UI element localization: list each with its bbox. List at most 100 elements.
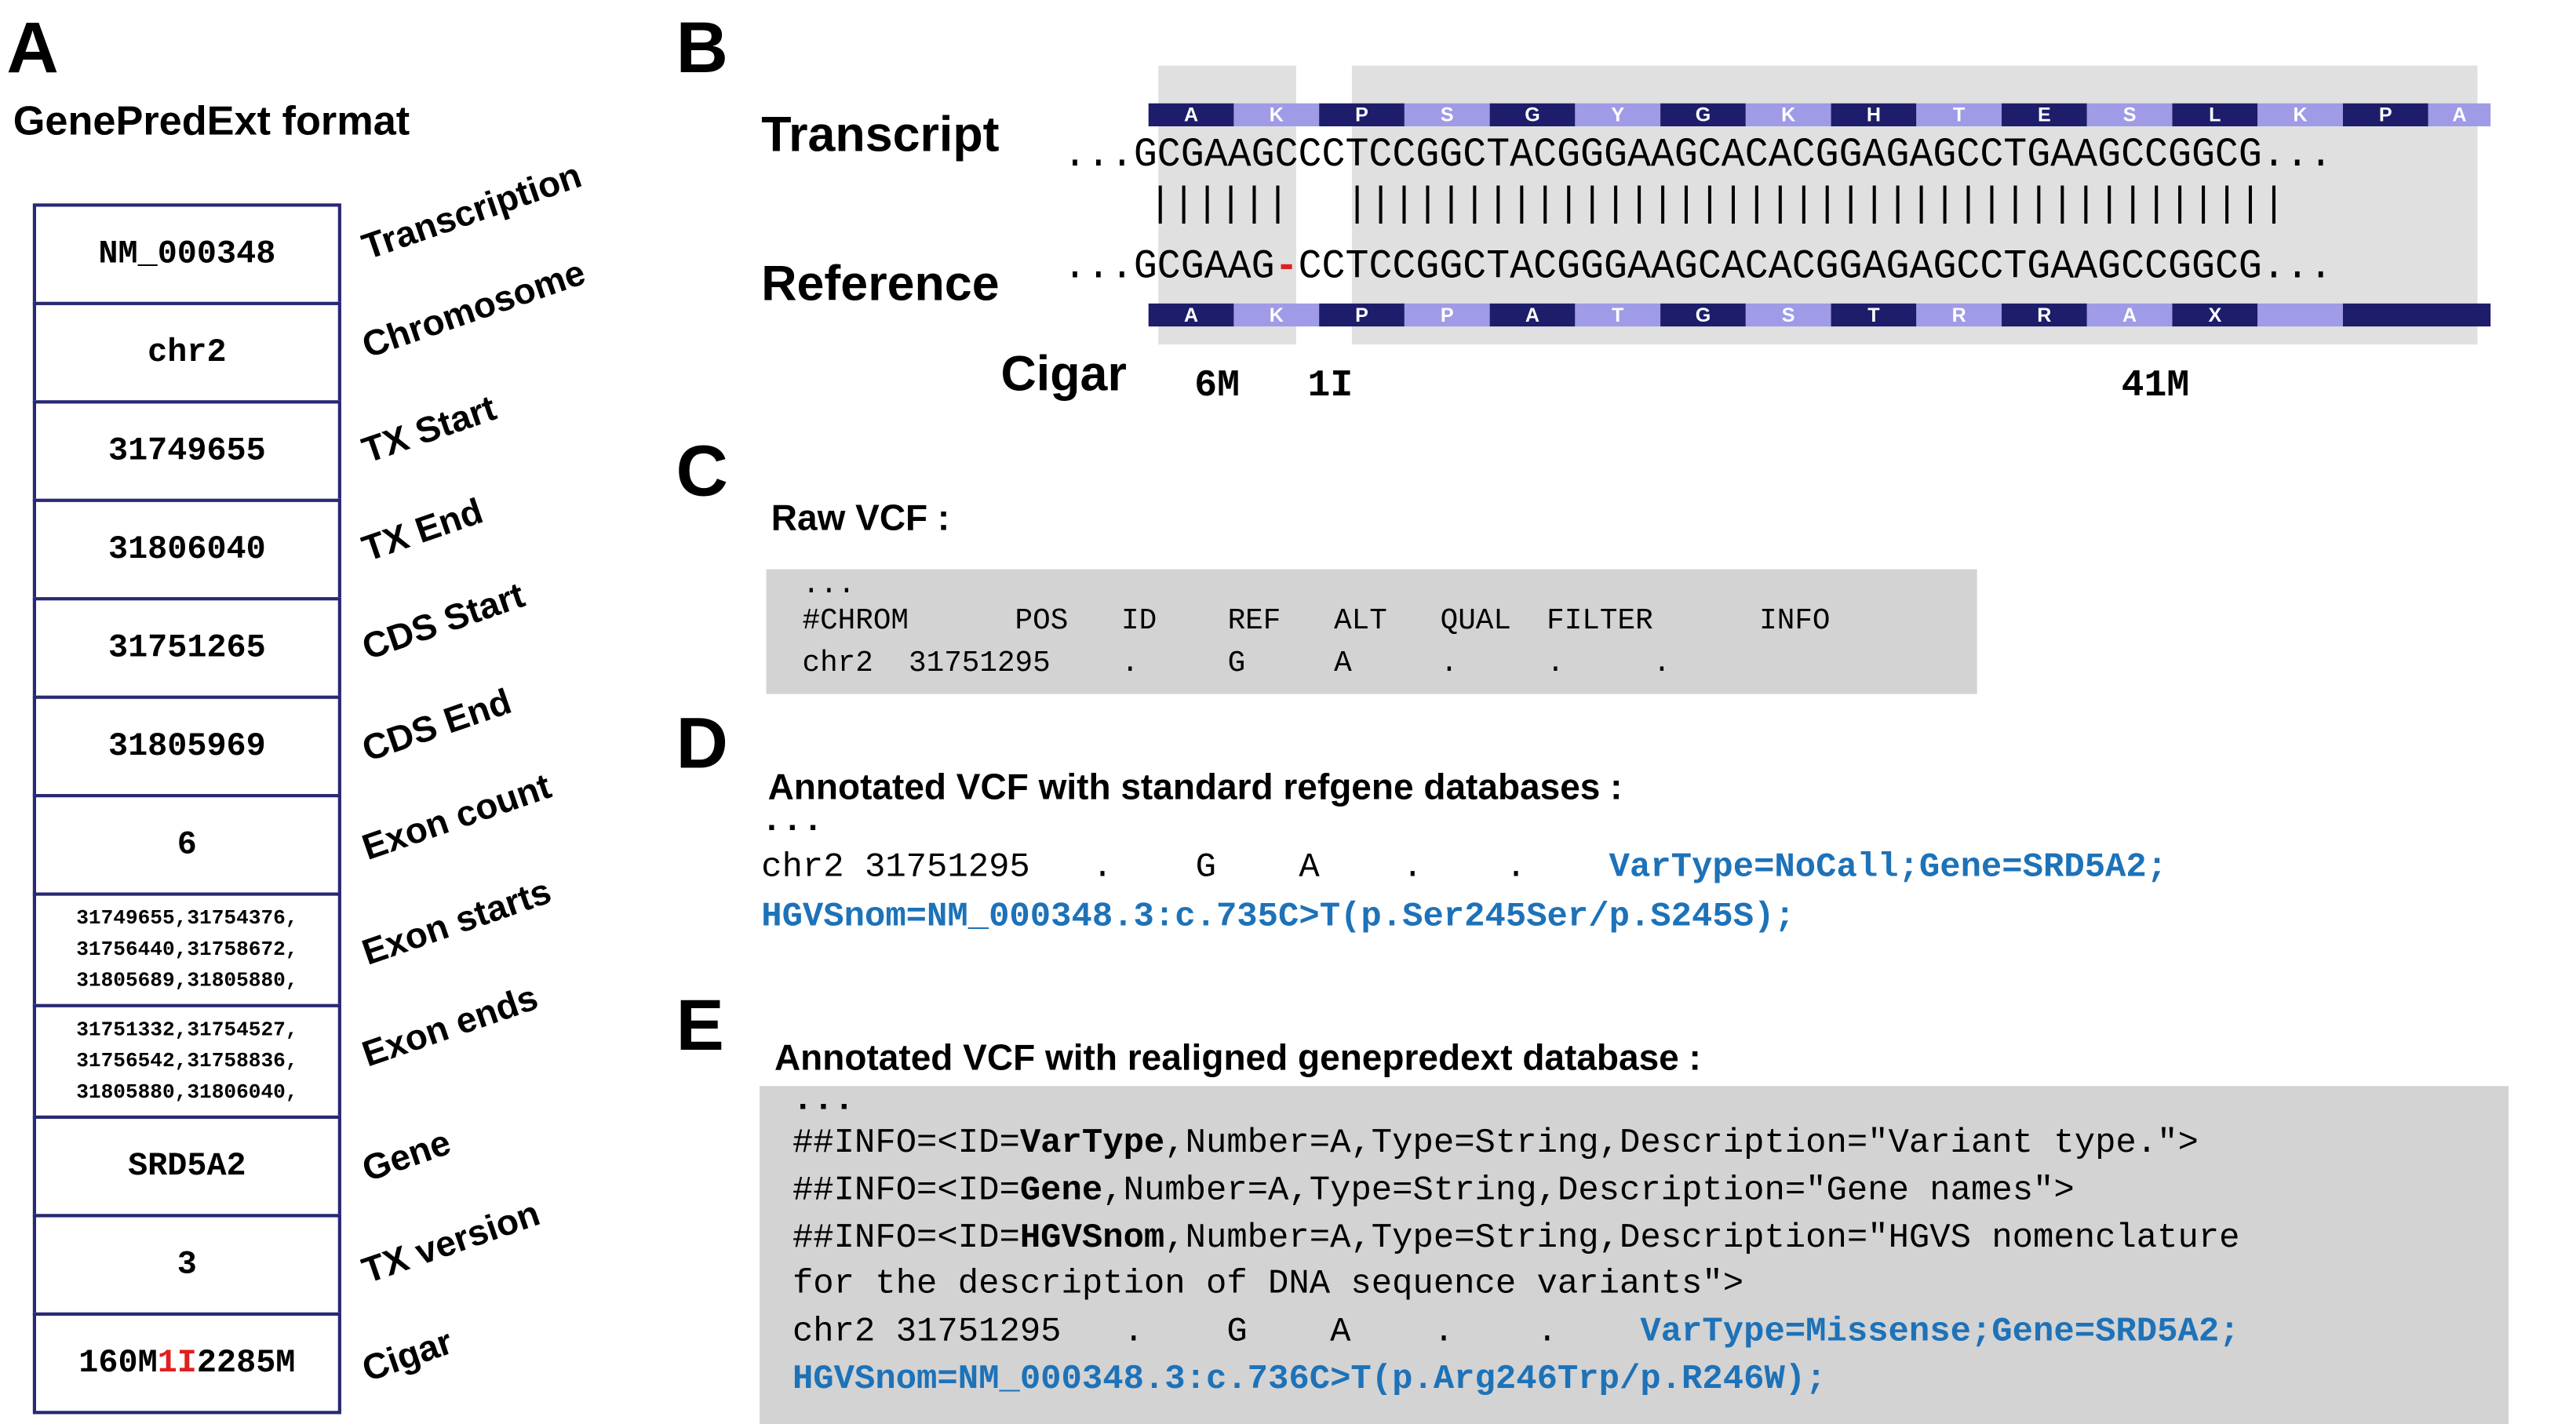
gp-label-tx-version: TX version	[356, 1192, 545, 1291]
gp-value: 31805969	[107, 727, 266, 766]
gp-label-exon-ends: Exon ends	[356, 976, 543, 1075]
gp-value: 31749655	[107, 432, 266, 471]
genepredext-title: GenePredExt format	[13, 98, 410, 145]
gp-label-chromosome: Chromosome	[356, 251, 591, 366]
amino-acid-block: K	[1233, 303, 1320, 327]
raw-vcf-header: #CHROM POS ID REF ALT QUAL FILTER INFO	[802, 605, 1831, 639]
panel-letter-e: E	[676, 985, 724, 1067]
realigned-record-info: VarType=Missense;Gene=SRD5A2;	[1640, 1313, 2240, 1352]
match-bars-left: ||||||	[1148, 180, 1290, 228]
gp-label-cigar: Cigar	[356, 1320, 458, 1390]
cigar-insertion: 1I	[157, 1344, 197, 1382]
cigar-label: Cigar	[1000, 348, 1127, 402]
cigar-post: 2285M	[196, 1344, 296, 1382]
amino-acid-block: H	[1831, 103, 1917, 127]
gp-label-exon-count: Exon count	[356, 765, 556, 869]
gp-cell-cds-end: 31805969	[32, 695, 341, 798]
cigar-op-6m: 6M	[1194, 364, 1240, 407]
amino-acid-block: G	[1489, 103, 1576, 127]
gp-label-transcription: Transcription	[356, 154, 587, 268]
realigned-record-fields: chr2 31751295 . G A . .	[792, 1313, 1641, 1352]
amino-acid-block: G	[1660, 303, 1746, 327]
gp-value: 6	[177, 825, 197, 864]
panel-letter-a: A	[6, 8, 59, 89]
amino-acid-block: A	[1148, 303, 1234, 327]
info-prefix: ##INFO=<ID=	[792, 1173, 1020, 1211]
info-suffix: ,Number=A,Type=String,Description="Varia…	[1164, 1125, 2199, 1164]
gp-value: chr2	[148, 333, 227, 372]
amino-acid-block: A	[1489, 303, 1576, 327]
gp-cell-exon-ends: 31751332,31754527, 31756542,31758836, 31…	[32, 1003, 341, 1120]
gp-cell-tx-version: 3	[32, 1214, 341, 1316]
gp-cell-exon-starts: 31749655,31754376, 31756440,31758672, 31…	[32, 892, 341, 1007]
transcript-label: Transcript	[761, 108, 1000, 163]
info-id: HGVSnom	[1019, 1220, 1165, 1258]
panel-letter-d: D	[676, 704, 728, 785]
amino-acid-block: A	[1148, 103, 1234, 127]
amino-acid-block: K	[2257, 103, 2343, 127]
gp-cell-cigar: 160M1I2285M	[32, 1312, 341, 1415]
refgene-record-fields: chr2 31751295 . G A . .	[761, 850, 1609, 888]
refgene-record-line: chr2 31751295 . G A . . VarType=NoCall;G…	[761, 850, 2167, 887]
panel-letter-b: B	[676, 8, 728, 89]
refgene-title: Annotated VCF with standard refgene data…	[767, 766, 1623, 807]
amino-acid-block	[2257, 303, 2343, 327]
gp-label-cds-end: CDS End	[356, 680, 516, 770]
amino-acid-block: E	[2002, 103, 2087, 127]
info-id: VarType	[1019, 1125, 1165, 1164]
amino-acid-block: P	[2342, 103, 2428, 127]
amino-acid-block: P	[1319, 303, 1405, 327]
gp-cell-transcription: NM_000348	[32, 203, 341, 305]
amino-acid-block: T	[1575, 303, 1661, 327]
info-line-continuation: for the description of DNA sequence vari…	[792, 1266, 1744, 1305]
info-prefix: ##INFO=<ID=	[792, 1125, 1020, 1164]
gp-value: 160M1I2285M	[78, 1345, 295, 1382]
panel-letter-c: C	[676, 431, 728, 512]
amino-acid-block: K	[1233, 103, 1320, 127]
gp-value: NM_000348	[98, 235, 276, 274]
amino-acid-block: R	[2002, 303, 2087, 327]
gp-cell-exon-count: 6	[32, 794, 341, 896]
gp-value: SRD5A2	[128, 1147, 246, 1185]
info-prefix: ##INFO=<ID=	[792, 1220, 1020, 1258]
amino-acid-block: P	[1319, 103, 1405, 127]
reference-gap: -	[1274, 242, 1299, 291]
amino-acid-block: P	[1404, 303, 1490, 327]
amino-acid-block: S	[1404, 103, 1490, 127]
reference-suffix: CCTCCGGCTACGGGAAGCACACGGAGAGCCTGAAGCCGGC…	[1298, 242, 2333, 291]
info-id: Gene	[1019, 1173, 1103, 1211]
refgene-hgvs-line: HGVSnom=NM_000348.3:c.735C>T(p.Ser245Ser…	[761, 898, 1795, 937]
amino-acid-block: T	[1916, 103, 2002, 127]
transcript-sequence: ...GCGAAGCCCTCCGGCTACGGGAAGCACACGGAGAGCC…	[1062, 131, 2333, 179]
amino-acid-block: Y	[1575, 103, 1661, 127]
cigar-op-41m: 41M	[2121, 364, 2190, 407]
gp-label-cds-start: CDS Start	[356, 574, 530, 668]
gp-label-gene: Gene	[356, 1121, 456, 1190]
amino-acid-block	[2342, 303, 2491, 327]
gp-cell-tx-start: 31749655	[32, 400, 341, 502]
amino-acid-block: L	[2172, 103, 2258, 127]
amino-acid-block: S	[1745, 303, 1831, 327]
gp-value: 31751265	[107, 628, 266, 667]
gp-cell-cds-start: 31751265	[32, 597, 341, 699]
realigned-vcf-box: ... ##INFO=<ID=VarType,Number=A,Type=Str…	[760, 1083, 2509, 1424]
amino-acid-block: R	[1916, 303, 2002, 327]
amino-acid-block: S	[2086, 103, 2173, 127]
gp-cell-chromosome: chr2	[32, 301, 341, 404]
gp-label-exon-starts: Exon starts	[356, 870, 556, 974]
realigned-record-line: chr2 31751295 . G A . . VarType=Missense…	[792, 1314, 2240, 1352]
refgene-record-info: VarType=NoCall;Gene=SRD5A2;	[1609, 850, 2168, 888]
gp-label-tx-start: TX Start	[356, 387, 501, 472]
cigar-pre: 160M	[78, 1344, 158, 1382]
realigned-title: Annotated VCF with realigned genepredext…	[774, 1036, 1701, 1078]
info-line-gene: ##INFO=<ID=Gene,Number=A,Type=String,Des…	[792, 1173, 2075, 1211]
amino-acid-block: A	[2086, 303, 2173, 327]
refgene-ellipsis: ...	[761, 803, 824, 842]
raw-vcf-line-ellipsis: ...	[802, 569, 856, 603]
info-suffix: ,Number=A,Type=String,Description="HGVS …	[1164, 1220, 2240, 1258]
realigned-ellipsis: ...	[792, 1083, 855, 1121]
amino-acid-block: X	[2172, 303, 2258, 327]
gp-value: 31806040	[107, 530, 266, 569]
